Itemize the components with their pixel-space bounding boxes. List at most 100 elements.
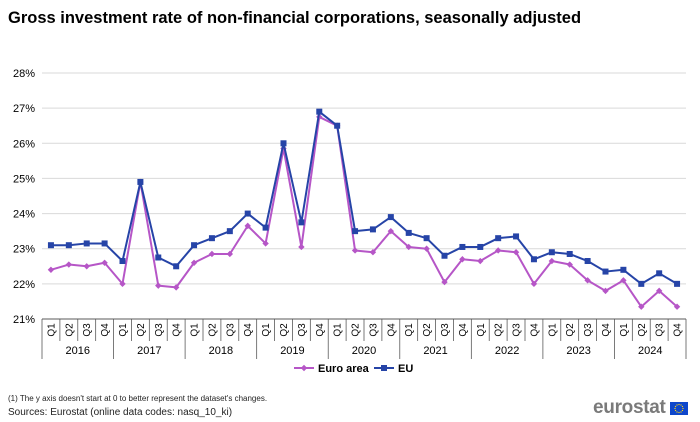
y-tick-label: 27% — [13, 103, 35, 115]
quarter-label: Q3 — [583, 323, 594, 337]
eu-point — [566, 250, 573, 257]
eu-point — [423, 235, 430, 242]
series-line-eu — [50, 110, 678, 285]
quarter-label: Q4 — [100, 323, 111, 337]
flag-star — [681, 405, 683, 407]
quarter-label: Q4 — [243, 323, 254, 337]
euro-area-point — [65, 261, 73, 268]
euro-area-point — [566, 261, 573, 268]
year-label: 2024 — [638, 345, 662, 357]
euro-area-point — [244, 222, 251, 230]
flag-star — [679, 410, 682, 413]
quarter-label: Q4 — [673, 323, 684, 337]
eu-point — [548, 249, 555, 256]
quarter-label: Q2 — [279, 323, 290, 337]
eu-point — [137, 178, 144, 185]
flag-star — [675, 403, 678, 406]
eu-point — [584, 258, 591, 265]
eu-point — [101, 240, 108, 247]
euro-area-point — [298, 243, 305, 251]
quarter-label: Q1 — [333, 323, 344, 337]
euro-area-point — [512, 249, 520, 256]
flag-star — [677, 411, 680, 413]
quarter-label: Q3 — [440, 323, 451, 337]
eu-point — [602, 268, 609, 275]
flag-star — [674, 409, 676, 411]
eu-point — [244, 210, 251, 217]
chart-title: Gross investment rate of non-financial c… — [8, 9, 582, 27]
logo-text: eurostat — [593, 397, 666, 418]
euro-area-point — [584, 277, 591, 284]
year-label: 2019 — [280, 345, 304, 357]
euro-area-point — [101, 259, 108, 266]
legend-marker-eu — [381, 365, 387, 371]
quarter-label: Q3 — [154, 323, 165, 337]
footnote: (1) The y axis doesn't start at 0 to bet… — [8, 394, 268, 403]
quarter-label: Q4 — [601, 323, 612, 337]
eu-flag-icon — [669, 401, 688, 415]
y-tick-label: 24% — [13, 209, 35, 221]
euro-area-point — [262, 240, 269, 247]
euro-area-point — [83, 263, 90, 270]
year-label: 2018 — [209, 345, 233, 357]
euro-area-point — [638, 303, 645, 310]
flag-star — [675, 410, 678, 413]
quarter-label: Q1 — [619, 323, 630, 337]
quarter-label: Q3 — [655, 323, 666, 337]
flag-star — [674, 405, 676, 407]
euro-area-point — [423, 245, 430, 252]
year-label: 2016 — [66, 345, 90, 357]
quarter-label: Q2 — [136, 323, 147, 337]
eu-point — [65, 242, 72, 249]
eu-point — [620, 266, 627, 273]
eu-point — [47, 242, 54, 249]
euro-area-point — [459, 256, 466, 263]
eu-point — [656, 270, 663, 277]
eu-point — [119, 258, 126, 265]
euro-area-point — [620, 277, 627, 284]
quarter-label: Q2 — [422, 323, 433, 337]
quarter-label: Q2 — [64, 323, 75, 337]
flag-star — [679, 403, 682, 406]
eu-point — [674, 280, 681, 287]
y-tick-label: 25% — [13, 173, 35, 185]
y-tick-label: 28% — [13, 68, 35, 80]
eu-point — [173, 263, 180, 270]
eu-point — [459, 243, 466, 250]
quarter-label: Q1 — [46, 323, 57, 337]
euro-area-point — [387, 227, 395, 235]
eu-point — [191, 242, 198, 249]
quarter-label: Q1 — [118, 323, 129, 337]
euro-area-point — [226, 250, 234, 258]
euro-area-point — [172, 284, 180, 291]
euro-area-point — [548, 257, 556, 265]
quarter-label: Q3 — [512, 323, 523, 337]
legend-label-euro-area: Euro area — [318, 363, 370, 375]
eu-point — [83, 240, 90, 247]
eu-point — [495, 235, 502, 242]
eu-point — [208, 235, 215, 242]
eu-point — [262, 224, 269, 231]
euro-area-point — [655, 287, 663, 295]
euro-area-point — [602, 287, 609, 295]
eu-point — [530, 256, 537, 263]
y-tick-label: 23% — [13, 244, 35, 256]
quarter-label: Q4 — [386, 323, 397, 337]
series-line-euro-area — [50, 115, 678, 308]
year-label: 2021 — [423, 345, 447, 357]
y-tick-label: 21% — [13, 314, 35, 326]
quarter-label: Q1 — [547, 323, 558, 337]
eu-point — [387, 214, 394, 221]
eu-point — [477, 243, 484, 250]
flag-star — [673, 407, 676, 409]
euro-area-point — [351, 247, 359, 254]
source-note: Sources: Eurostat (online data codes: na… — [8, 407, 233, 418]
quarter-label: Q2 — [207, 323, 218, 337]
legend-marker-euro-area — [300, 364, 308, 372]
quarter-label: Q3 — [82, 323, 93, 337]
eu-point — [513, 233, 520, 240]
year-label: 2022 — [495, 345, 519, 357]
euro-area-point — [477, 257, 484, 265]
euro-area-point — [155, 282, 162, 289]
